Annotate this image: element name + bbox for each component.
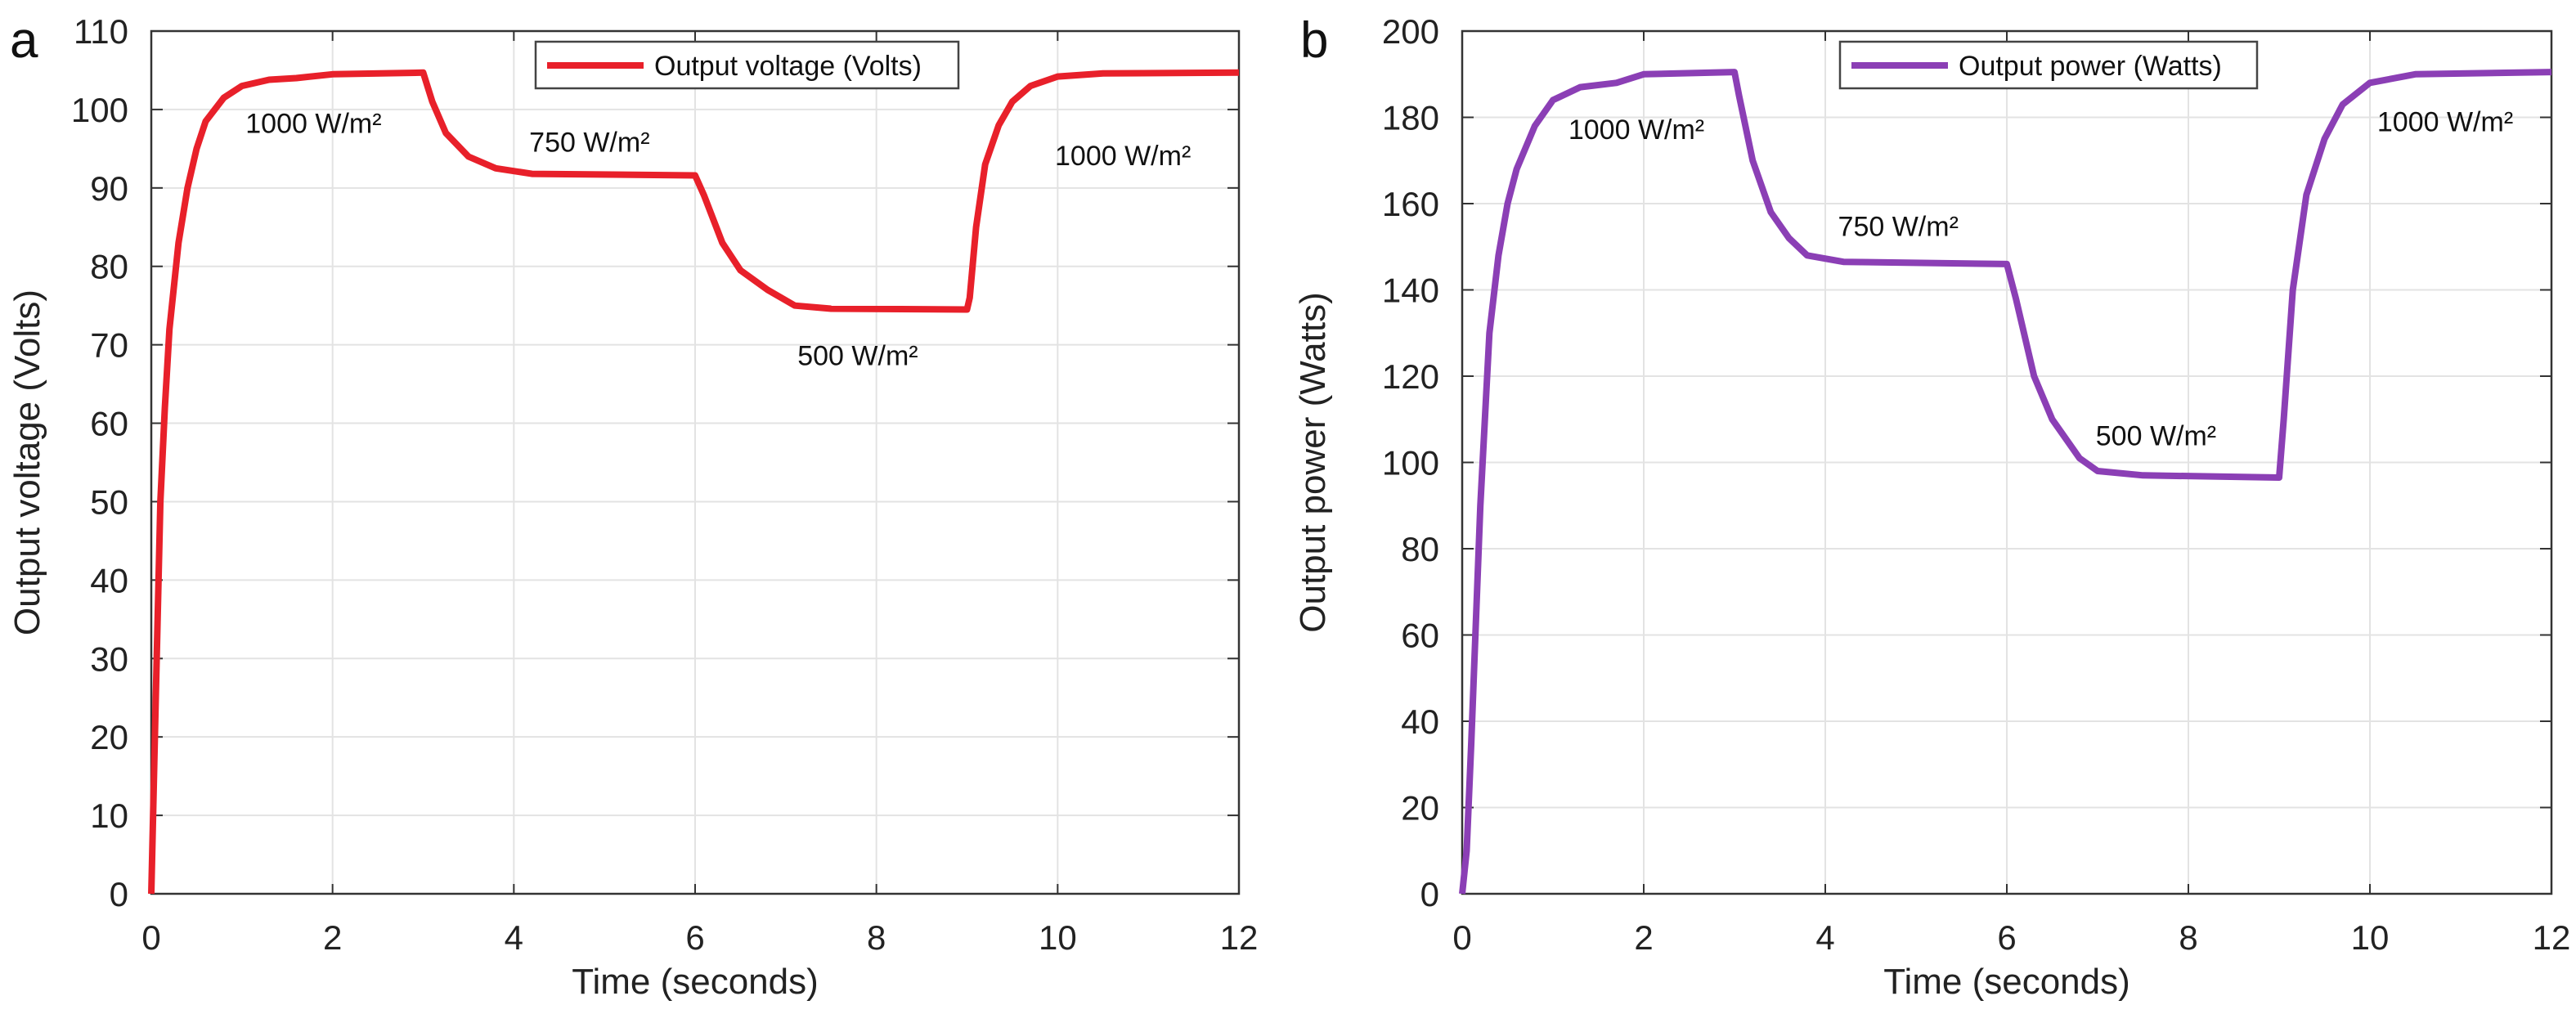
y-tick-label: 200 <box>1382 12 1439 51</box>
legend: Output power (Watts) <box>1838 40 2259 90</box>
x-tick-label: 10 <box>1039 918 1077 957</box>
y-tick-label: 30 <box>90 639 128 678</box>
y-tick-label: 90 <box>90 169 128 208</box>
legend: Output voltage (Volts) <box>534 40 960 90</box>
y-tick-label: 100 <box>1382 444 1439 482</box>
legend-label: Output voltage (Volts) <box>654 51 922 82</box>
panel-label: a <box>10 12 38 69</box>
y-tick-label: 110 <box>74 12 128 51</box>
y-tick-label: 20 <box>1401 789 1439 828</box>
irradiance-annotation: 1000 W/m² <box>245 109 381 140</box>
series-line <box>1459 69 2552 895</box>
x-axis-label: Time (seconds) <box>572 962 819 1002</box>
chart-panel-b: 0 2 4 6 8 10 120204060801001201401601802001000… <box>1293 12 2570 1002</box>
x-tick-label: 8 <box>2179 918 2197 957</box>
y-tick-label: 40 <box>1401 702 1439 741</box>
x-tick-label: 10 <box>2351 918 2390 957</box>
y-tick-label: 80 <box>1401 530 1439 568</box>
y-axis-label: Output power (Watts) <box>1293 292 1333 633</box>
x-tick-label: 8 <box>867 918 886 957</box>
irradiance-annotation: 750 W/m² <box>529 128 649 159</box>
y-tick-label: 180 <box>1382 99 1439 137</box>
x-tick-label: 2 <box>1634 918 1653 957</box>
irradiance-annotation: 500 W/m² <box>2096 420 2216 451</box>
y-tick-label: 20 <box>90 718 128 756</box>
y-tick-label: 70 <box>90 326 128 365</box>
irradiance-annotation: 1000 W/m² <box>1568 114 1704 146</box>
x-tick-label: 0 <box>1452 918 1471 957</box>
x-tick-label: 0 <box>141 918 160 957</box>
y-tick-label: 60 <box>1401 617 1439 655</box>
series-line <box>148 69 1240 895</box>
x-tick-label: 4 <box>1815 918 1834 957</box>
x-tick-label: 6 <box>685 918 704 957</box>
irradiance-annotation: 1000 W/m² <box>1055 141 1191 172</box>
y-tick-label: 0 <box>110 875 128 913</box>
plot-frame <box>150 29 1241 895</box>
x-tick-label: 6 <box>1997 918 2016 957</box>
x-tick-label: 12 <box>2533 918 2571 957</box>
x-axis-label: Time (seconds) <box>1883 962 2130 1002</box>
y-tick-label: 50 <box>90 482 128 521</box>
y-tick-label: 80 <box>90 248 128 286</box>
x-tick-label: 4 <box>505 918 523 957</box>
plot-frame <box>1461 29 2553 895</box>
x-tick-label: 12 <box>1220 918 1259 957</box>
y-axis-label: Output voltage (Volts) <box>7 289 47 635</box>
y-tick-label: 10 <box>90 796 128 835</box>
y-tick-label: 120 <box>1382 357 1439 396</box>
legend-label: Output power (Watts) <box>1959 51 2222 82</box>
y-tick-label: 60 <box>90 405 128 443</box>
irradiance-annotation: 500 W/m² <box>797 341 918 372</box>
y-tick-label: 100 <box>71 91 128 129</box>
y-tick-label: 40 <box>90 561 128 599</box>
x-tick-label: 2 <box>323 918 342 957</box>
panel-label: b <box>1300 12 1328 69</box>
y-tick-label: 0 <box>1420 875 1439 913</box>
irradiance-annotation: 750 W/m² <box>1838 212 1959 243</box>
y-tick-label: 140 <box>1382 271 1439 310</box>
irradiance-annotation: 1000 W/m² <box>2377 106 2513 137</box>
y-tick-label: 160 <box>1382 185 1439 223</box>
chart-panel-a: 0 2 4 6 8 10 12 0 10 20 30 40 50 60 70 80 90 100 110 1000 W… <box>7 12 1258 1002</box>
